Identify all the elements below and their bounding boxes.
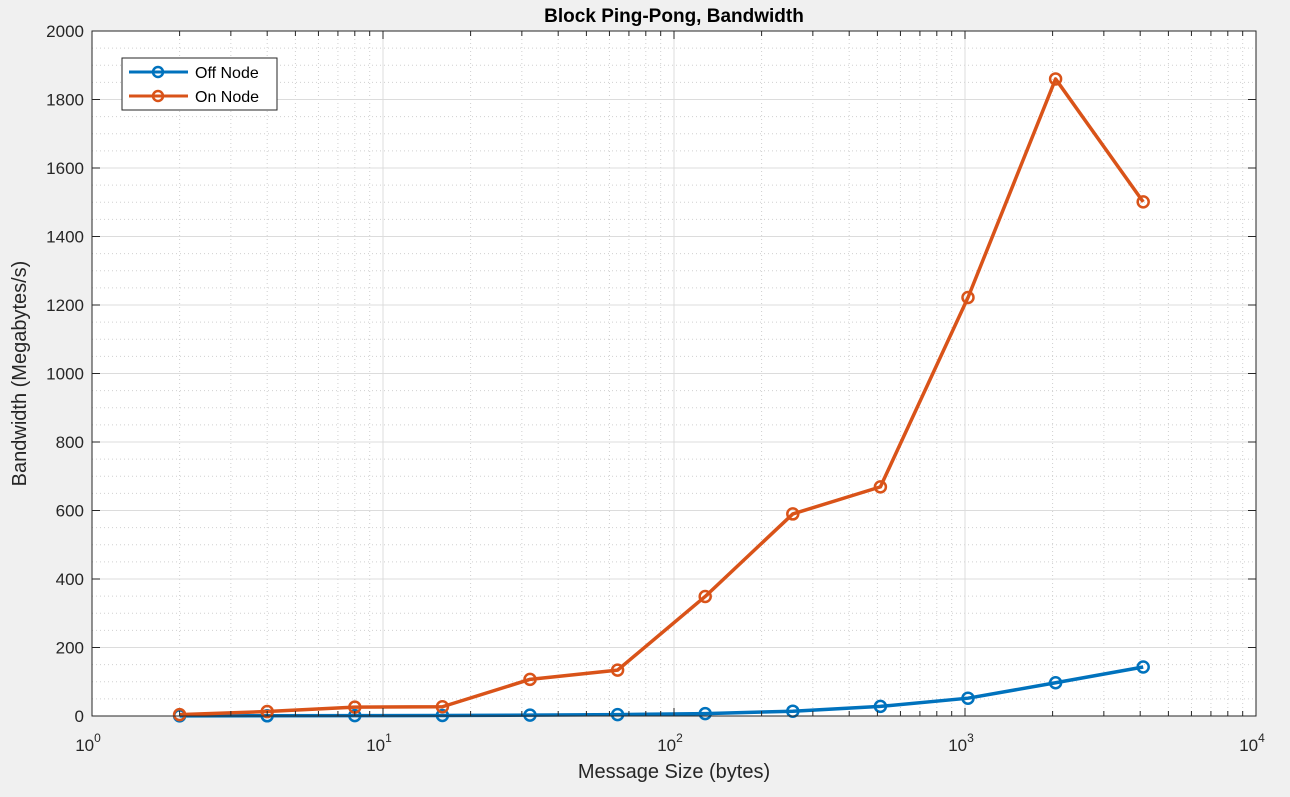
data-point-on-node xyxy=(1136,195,1150,209)
legend-label-on-node: On Node xyxy=(195,89,259,106)
data-point-off-node xyxy=(873,699,888,714)
legend-entry-on-node: On Node xyxy=(129,89,259,106)
legend-box xyxy=(121,57,278,111)
data-point-on-node xyxy=(961,290,975,305)
x-tick-label: 102 xyxy=(657,731,683,755)
x-tick-label: 104 xyxy=(1239,731,1265,755)
y-axis-label: Bandwidth (Megabytes/s) xyxy=(9,261,31,487)
data-point-off-node xyxy=(610,707,625,722)
y-tick-label: 2000 xyxy=(46,22,84,41)
data-point-on-node xyxy=(260,704,274,719)
data-point-off-node xyxy=(435,708,450,723)
legend: Off Node On Node xyxy=(121,57,278,111)
tick-marks xyxy=(91,30,1257,717)
data-point-on-node xyxy=(610,663,625,677)
data-point-on-node xyxy=(523,672,537,687)
data-point-on-node xyxy=(172,707,187,722)
data-point-off-node xyxy=(786,704,800,718)
data-point-off-node xyxy=(961,691,975,705)
y-tick-label: 800 xyxy=(56,433,84,452)
y-tick-label: 0 xyxy=(75,707,84,726)
data-point-off-node xyxy=(1048,676,1063,690)
y-tick-label: 600 xyxy=(56,502,84,521)
data-point-on-node xyxy=(435,700,450,714)
data-point-on-node xyxy=(698,589,712,604)
x-tick-label: 101 xyxy=(366,731,392,755)
data-point-off-node xyxy=(698,706,712,721)
series-line-on-node xyxy=(179,77,1145,717)
y-tick-label: 1800 xyxy=(46,91,84,110)
legend-label-off-node: Off Node xyxy=(195,65,259,82)
data-point-on-node xyxy=(1048,72,1063,86)
y-tick-label: 200 xyxy=(56,639,84,658)
data-point-off-node xyxy=(1136,660,1150,674)
y-tick-label: 400 xyxy=(56,570,84,589)
x-tick-label: 100 xyxy=(75,731,101,755)
x-tick-labels: 100 101 102 103 104 xyxy=(75,731,1265,755)
chart-title: Block Ping-Pong, Bandwidth xyxy=(544,6,804,27)
legend-marker-off-node xyxy=(151,65,165,79)
y-tick-label: 1000 xyxy=(46,365,84,384)
legend-marker-on-node xyxy=(151,89,165,103)
x-axis-label: Message Size (bytes) xyxy=(578,761,770,783)
y-tick-label: 1600 xyxy=(46,159,84,178)
legend-entry-off-node: Off Node xyxy=(129,65,259,82)
data-point-off-node xyxy=(523,708,537,722)
x-tick-label: 103 xyxy=(948,731,974,755)
y-tick-label: 1200 xyxy=(46,296,84,315)
data-point-on-node xyxy=(873,480,888,494)
y-tick-label: 1400 xyxy=(46,228,84,247)
data-point-on-node xyxy=(786,507,800,521)
y-tick-labels: 0 200 400 600 800 1000 1200 1400 1600 1800 2000 xyxy=(46,22,84,726)
